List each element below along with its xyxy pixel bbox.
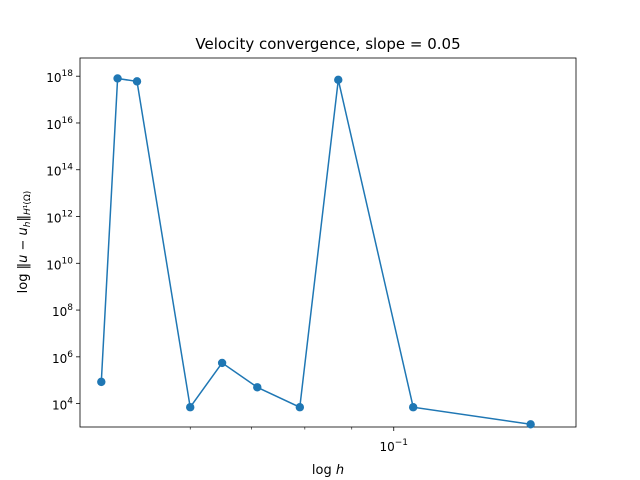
data-point [295, 403, 305, 412]
plot-area-group [79, 57, 577, 428]
x-tick-label: 10−1 [379, 438, 408, 454]
y-tick-label: 1016 [46, 116, 73, 132]
y-tick-label: 1014 [46, 163, 73, 179]
y-tick-label: 106 [52, 350, 73, 366]
chart-title: Velocity convergence, slope = 0.05 [195, 35, 460, 53]
y-axis-label: log ‖u − uh‖H¹(Ω) [16, 191, 33, 294]
y-tick-label: 1010 [46, 256, 73, 272]
svg-text:log ‖u − uh‖H¹(Ω): log ‖u − uh‖H¹(Ω) [16, 191, 33, 294]
y-tick-label: 1018 [46, 69, 73, 85]
data-point [253, 383, 262, 392]
data-point [408, 403, 418, 412]
x-axis-ticks: 10−1 [189, 427, 408, 454]
data-point [217, 358, 227, 368]
data-point [97, 377, 106, 387]
y-tick-label: 108 [52, 303, 73, 319]
data-point [526, 420, 535, 429]
data-point [113, 74, 122, 83]
data-point [132, 77, 142, 86]
y-tick-label: 104 [52, 397, 73, 413]
data-point [334, 75, 343, 85]
x-axis-label: log h [312, 463, 344, 478]
y-axis-ticks: 104 106 108 1010 1012 1014 1016 1018 [46, 69, 80, 413]
series-group [97, 74, 535, 429]
plot-area-frame [79, 57, 577, 428]
data-point [186, 403, 195, 412]
series-line [100, 77, 531, 426]
y-tick-label: 1012 [46, 210, 73, 226]
